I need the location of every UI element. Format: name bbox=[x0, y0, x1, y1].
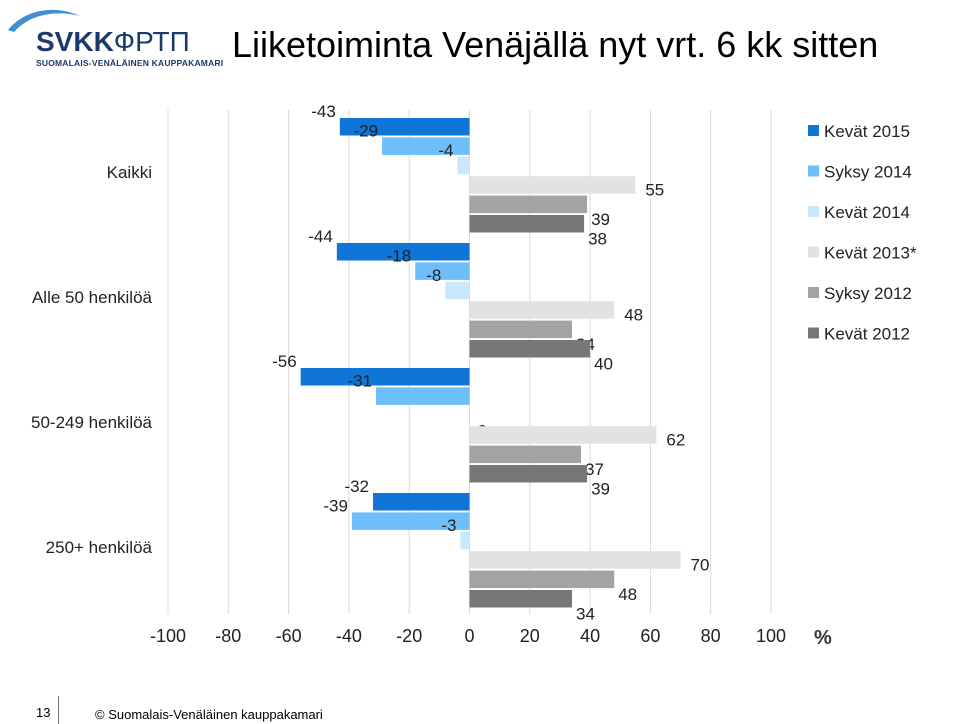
bar bbox=[460, 531, 470, 550]
data-label: -44 bbox=[308, 227, 333, 246]
bar bbox=[469, 590, 573, 608]
data-label: -3 bbox=[441, 516, 456, 535]
bar bbox=[469, 570, 615, 589]
x-tick-label: -20 bbox=[396, 626, 422, 646]
legend-label: Kevät 2015 bbox=[824, 122, 910, 141]
footer-divider bbox=[58, 696, 59, 724]
bar bbox=[300, 368, 470, 386]
bar bbox=[376, 387, 470, 405]
category-label: 250+ henkilöä bbox=[46, 538, 153, 557]
data-label: -56 bbox=[272, 352, 297, 371]
x-tick-label: -60 bbox=[276, 626, 302, 646]
data-label: -43 bbox=[311, 102, 336, 121]
bar bbox=[336, 243, 470, 261]
legend-label: Syksy 2012 bbox=[824, 284, 912, 303]
legend-label: Kevät 2014 bbox=[824, 203, 910, 222]
bar bbox=[382, 137, 470, 155]
legend-swatch bbox=[808, 287, 819, 298]
data-label: -31 bbox=[347, 371, 372, 390]
data-label: -8 bbox=[426, 266, 441, 285]
data-label: -18 bbox=[387, 246, 412, 265]
data-label: -29 bbox=[353, 121, 378, 140]
copyright-text: © Suomalais-Venäläinen kauppakamari bbox=[95, 707, 323, 722]
category-label: Alle 50 henkilöä bbox=[32, 288, 153, 307]
data-label: 62 bbox=[666, 431, 685, 450]
legend-swatch bbox=[808, 327, 819, 339]
data-label: -32 bbox=[344, 477, 369, 496]
data-label: 48 bbox=[624, 306, 643, 325]
bar bbox=[415, 262, 470, 280]
x-unit-label: % bbox=[814, 627, 832, 649]
bar bbox=[469, 465, 588, 483]
data-label: -39 bbox=[323, 496, 348, 515]
x-tick-label: 60 bbox=[640, 626, 660, 646]
data-label: 70 bbox=[691, 556, 710, 575]
bar bbox=[469, 445, 582, 464]
legend-label: Kevät 2013* bbox=[824, 244, 917, 263]
bar bbox=[469, 426, 657, 444]
legend-swatch bbox=[808, 165, 819, 177]
legend-label: Syksy 2014 bbox=[824, 163, 912, 182]
data-label: 40 bbox=[594, 355, 613, 374]
x-tick-label: 40 bbox=[580, 626, 600, 646]
x-tick-label: 0 bbox=[464, 626, 474, 646]
data-label: 39 bbox=[591, 480, 610, 499]
bar bbox=[469, 301, 615, 319]
logo-text: SVKKФРТП bbox=[36, 26, 190, 58]
data-label: 48 bbox=[618, 585, 637, 604]
bar bbox=[373, 493, 470, 511]
category-label: 50-249 henkilöä bbox=[31, 413, 153, 432]
bar bbox=[469, 340, 591, 358]
page-title: Liiketoiminta Venäjällä nyt vrt. 6 kk si… bbox=[232, 24, 879, 65]
logo-swoosh-icon bbox=[8, 9, 80, 32]
logo-name-cyrillic: ФРТП bbox=[113, 26, 190, 57]
legend-swatch bbox=[808, 206, 819, 217]
logo-name-latin: SVKK bbox=[36, 26, 114, 57]
bar bbox=[469, 551, 681, 569]
x-tick-label: 20 bbox=[520, 626, 540, 646]
bar bbox=[469, 215, 585, 233]
x-tick-label: -40 bbox=[336, 626, 362, 646]
legend-swatch bbox=[808, 246, 819, 258]
bar bbox=[339, 118, 470, 136]
bar bbox=[469, 195, 588, 214]
data-label: 34 bbox=[576, 605, 595, 624]
x-tick-label: 100 bbox=[756, 626, 786, 646]
bar bbox=[351, 512, 470, 530]
data-label: 55 bbox=[645, 181, 664, 200]
page-number: 13 bbox=[36, 705, 51, 720]
x-tick-label: 80 bbox=[701, 626, 721, 646]
logo: SVKKФРТП SUOMALAIS-VENÄLÄINEN KAUPPAKAMA… bbox=[6, 4, 223, 68]
bar bbox=[457, 156, 470, 175]
bar bbox=[469, 176, 636, 194]
legend-swatch bbox=[808, 125, 819, 136]
logo-subtitle: SUOMALAIS-VENÄLÄINEN KAUPPAKAMARI bbox=[36, 58, 224, 68]
data-label: 37 bbox=[585, 460, 604, 479]
data-label: 39 bbox=[591, 210, 610, 229]
data-label: -4 bbox=[438, 141, 453, 160]
legend-label: Kevät 2012 bbox=[824, 325, 910, 344]
bar bbox=[445, 281, 470, 300]
bar bbox=[469, 320, 573, 339]
x-tick-label: -80 bbox=[215, 626, 241, 646]
data-label: 38 bbox=[588, 230, 607, 249]
category-label: Kaikki bbox=[107, 163, 152, 182]
x-tick-label: -100 bbox=[150, 626, 186, 646]
